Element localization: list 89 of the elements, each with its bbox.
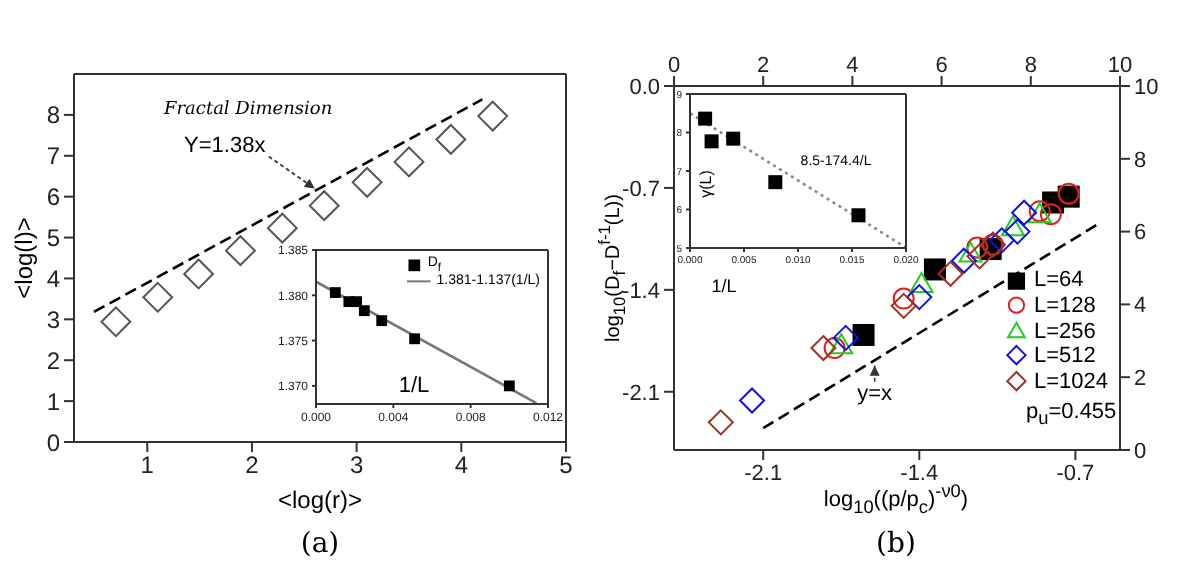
point — [358, 305, 370, 317]
y-axis-title: γ(L) — [697, 170, 715, 198]
point — [477, 100, 509, 132]
point — [376, 315, 388, 327]
y-tick-label: 2 — [46, 346, 61, 375]
x-tick-label: 4 — [454, 451, 469, 480]
point — [832, 324, 859, 351]
x-tick-label: -0.7 — [1056, 461, 1095, 486]
point — [266, 212, 298, 244]
point — [950, 247, 977, 274]
point — [698, 111, 713, 126]
y-tick-label: -2.1 — [622, 381, 660, 406]
point — [810, 335, 837, 362]
point — [966, 236, 989, 259]
y-axis-title: <log(l)> — [10, 217, 38, 299]
point — [1000, 215, 1025, 237]
y-tick-label: 7 — [46, 142, 61, 171]
x2-tick-label: 2 — [757, 54, 770, 78]
legend-label: L=64 — [1033, 268, 1084, 293]
annotation: p$_{u}$=0.455 — [1026, 399, 1117, 429]
point — [435, 124, 467, 155]
point — [503, 380, 515, 392]
point — [851, 208, 866, 223]
y-tick-label: 0 — [46, 428, 61, 457]
point — [100, 306, 132, 338]
point — [937, 260, 964, 287]
point — [906, 284, 933, 311]
point — [704, 134, 719, 149]
legend-label: L=512 — [1033, 343, 1096, 369]
y2-tick-label: 2 — [1134, 367, 1147, 392]
point — [142, 281, 174, 313]
point — [308, 190, 340, 222]
y2-tick-label: 8 — [1134, 148, 1147, 173]
text: (b) — [876, 528, 916, 560]
x-tick-label: -1.4 — [900, 461, 939, 486]
point — [988, 227, 1015, 254]
y-tick-label: -0.7 — [622, 177, 660, 202]
x-tick-label: 1 — [140, 451, 155, 480]
y2-tick-label: 10 — [1134, 75, 1159, 100]
legend-label: L=1024 — [1033, 369, 1108, 394]
y2-tick-label: 0 — [1134, 439, 1147, 464]
annotation: Y=1.38x — [184, 134, 267, 159]
x-axis-title: <log(r)> — [277, 486, 363, 514]
x2-tick-label: 6 — [935, 54, 948, 78]
y-tick-label: 0.0 — [629, 75, 660, 100]
point — [958, 241, 983, 263]
point — [890, 292, 917, 319]
point — [829, 333, 854, 355]
x-axis-title: 1/L — [398, 374, 430, 398]
point — [966, 243, 993, 270]
point — [823, 337, 846, 360]
point — [329, 287, 341, 298]
point — [225, 235, 256, 267]
point — [892, 287, 915, 310]
point — [909, 272, 934, 294]
point — [351, 166, 383, 198]
x-tick-label: 2 — [245, 451, 260, 480]
point — [1039, 203, 1062, 226]
x2-tick-label: 10 — [1107, 54, 1133, 78]
text: (a) — [300, 528, 340, 560]
y-tick-label: 8 — [46, 101, 61, 130]
x-tick-label: -2.1 — [744, 461, 783, 486]
point — [393, 146, 425, 178]
x-tick-label: 3 — [349, 451, 364, 480]
point — [707, 409, 734, 436]
y-tick-label: 6 — [46, 183, 61, 212]
point — [351, 296, 362, 308]
point — [183, 258, 214, 290]
point — [852, 323, 875, 346]
point — [1004, 218, 1031, 245]
y2-tick-label: 6 — [1134, 221, 1147, 246]
point — [726, 131, 741, 146]
y2-tick-label: 4 — [1134, 294, 1147, 319]
x2-tick-label: 8 — [1024, 54, 1037, 78]
point — [1011, 199, 1038, 226]
point — [768, 175, 783, 190]
x-tick-label: 5 — [559, 451, 574, 480]
y-tick-label: -1.4 — [622, 279, 660, 304]
legend-label: L=256 — [1033, 318, 1096, 343]
y-tick-label: 3 — [46, 305, 61, 334]
x-axis-title: 1/L — [711, 276, 737, 296]
point — [923, 258, 946, 281]
x2-tick-label: 4 — [846, 54, 859, 78]
text: Fractal Dimension — [164, 100, 333, 120]
point — [739, 387, 766, 414]
annotation: y=x — [857, 381, 894, 406]
x-axis-title: log$_{10}$((p/p$_{c}$)$^{-ν0}$) — [823, 480, 969, 516]
legend-label: L=128 — [1033, 293, 1096, 318]
point — [409, 333, 420, 345]
